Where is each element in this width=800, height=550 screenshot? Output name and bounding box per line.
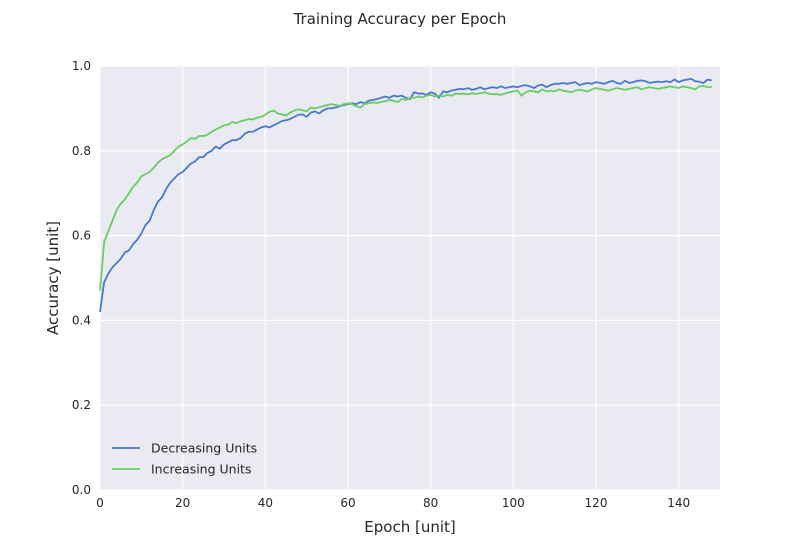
legend-label: Increasing Units	[151, 462, 251, 477]
legend-label: Decreasing Units	[151, 441, 257, 456]
y-tick-label: 0.4	[72, 313, 91, 327]
x-tick-label: 140	[667, 496, 690, 510]
x-tick-label: 60	[340, 496, 355, 510]
chart-title: Training Accuracy per Epoch	[293, 10, 507, 28]
x-tick-label: 120	[585, 496, 608, 510]
x-tick-label: 80	[423, 496, 438, 510]
x-tick-label: 100	[502, 496, 525, 510]
series-line-increasing-units	[99, 85, 712, 291]
x-tick-label: 0	[96, 496, 104, 510]
x-tick-label: 40	[258, 496, 273, 510]
series-layer	[99, 77, 712, 313]
grid-lines	[99, 65, 720, 491]
legend: Decreasing Units Increasing Units	[112, 441, 257, 477]
plot-area	[100, 66, 720, 490]
x-tick-label: 20	[175, 496, 190, 510]
y-tick-label: 0.8	[72, 144, 91, 158]
x-axis-label: Epoch [unit]	[364, 518, 455, 536]
y-tick-label: 1.0	[72, 59, 91, 73]
y-tick-label: 0.6	[72, 229, 91, 243]
series-line-decreasing-units	[99, 77, 712, 313]
tick-labels: 0 20 40 60 80 100 120 140 0.0 0.2 0.4 0.6 0.8 1.0	[72, 59, 690, 510]
y-tick-label: 0.0	[72, 483, 91, 497]
y-axis-label: Accuracy [unit]	[44, 221, 62, 335]
y-tick-label: 0.2	[72, 398, 91, 412]
